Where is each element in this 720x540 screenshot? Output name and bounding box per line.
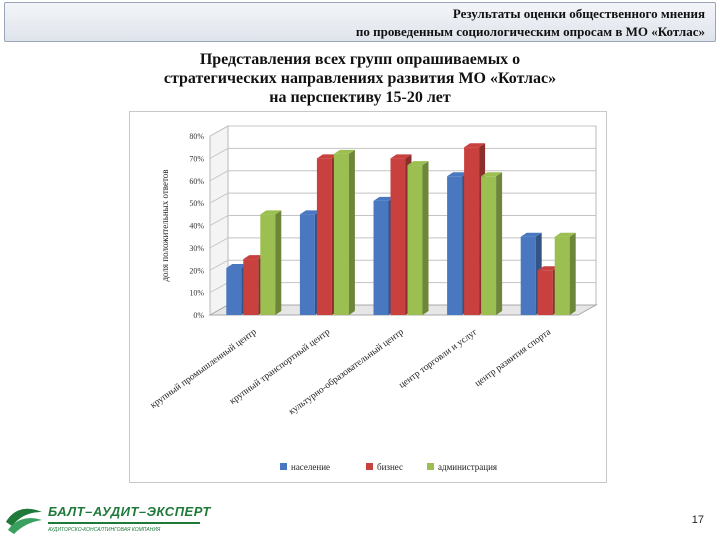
y-axis-label: доля положительных ответов <box>160 169 170 281</box>
bar-side <box>275 210 282 315</box>
logo-subtitle: АУДИТОРСКО-КОНСАЛТИНГОВАЯ КОМПАНИЯ <box>48 527 161 533</box>
bar-top <box>243 255 265 260</box>
bar <box>481 176 497 315</box>
x-tick-label: центр развития спорта <box>473 327 553 389</box>
bar <box>226 268 242 315</box>
chart-frame: 0% 10% 20% 30% 40% 50% 60% 70% 80% доля положител… <box>129 111 607 483</box>
logo-text: БАЛТ–АУДИТ–ЭКСПЕРТ <box>48 504 211 519</box>
y-tick-label: 40% <box>189 222 204 231</box>
bar-top <box>464 143 486 148</box>
legend-label: бизнес <box>377 462 403 472</box>
bar <box>520 236 536 315</box>
bar-side <box>348 149 355 315</box>
y-tick-label: 20% <box>189 266 204 275</box>
bar-side <box>496 172 503 315</box>
slide-title-line-3: на перспективу 15-20 лет <box>269 89 451 106</box>
bar-top <box>447 172 469 177</box>
bar-top <box>316 154 338 159</box>
bar-top <box>260 210 282 215</box>
header-line-2: по проведенным социологическим опросам в… <box>355 24 705 39</box>
legend-swatch <box>427 463 434 470</box>
y-tick-label: 80% <box>189 132 204 141</box>
y-tick-label: 30% <box>189 244 204 253</box>
header-bar: Результаты оценки общественного мнения п… <box>4 2 716 42</box>
bar-chart: 0% 10% 20% 30% 40% 50% 60% 70% 80% доля положител… <box>148 125 598 472</box>
bar-top <box>333 149 355 154</box>
bar-top <box>373 196 395 201</box>
slide-title-line-2: стратегических направлениях развития МО … <box>163 70 557 87</box>
y-tick-label: 70% <box>189 154 204 163</box>
bar <box>464 147 480 315</box>
bar-side <box>569 232 576 315</box>
y-tick-label: 50% <box>189 199 204 208</box>
y-tick-label: 60% <box>189 177 204 186</box>
slide-title: Представления всех групп опрашиваемых о … <box>0 50 720 107</box>
bar <box>373 200 389 315</box>
header-line-1: Результаты оценки общественного мнения <box>452 6 705 21</box>
logo-wave-icon <box>6 508 42 534</box>
bar <box>299 214 315 315</box>
bar-top <box>407 161 429 166</box>
bar-side <box>422 161 429 315</box>
bar-top <box>299 210 321 215</box>
bar <box>407 165 423 315</box>
legend-swatch <box>366 463 373 470</box>
bar-top <box>537 266 559 271</box>
page-number: 17 <box>691 514 704 526</box>
bar <box>333 153 349 315</box>
bar <box>537 270 553 315</box>
bar-top <box>390 154 412 159</box>
legend-label: администрация <box>438 462 497 472</box>
y-tick-label: 10% <box>189 289 204 298</box>
bar-top <box>226 264 248 269</box>
bar <box>243 259 259 315</box>
bar-top <box>481 172 503 177</box>
bar <box>447 176 463 315</box>
legend-swatch <box>280 463 287 470</box>
bar <box>554 236 570 315</box>
gridline <box>209 125 596 137</box>
slide-title-line-1: Представления всех групп опрашиваемых о <box>199 51 521 68</box>
company-logo: БАЛТ–АУДИТ–ЭКСПЕРТ АУДИТОРСКО-КОНСАЛТИНГ… <box>4 498 224 538</box>
bar-top <box>554 232 576 237</box>
bar-top <box>520 232 542 237</box>
x-tick-label: центр торговли и услуг <box>397 327 479 390</box>
legend-label: население <box>291 462 330 472</box>
bar <box>390 158 406 315</box>
bar <box>316 158 332 315</box>
logo-rule <box>48 522 200 524</box>
x-tick-label: культурно-образовательный центр <box>287 326 406 417</box>
y-tick-label: 0% <box>193 311 204 320</box>
bar <box>260 214 276 315</box>
